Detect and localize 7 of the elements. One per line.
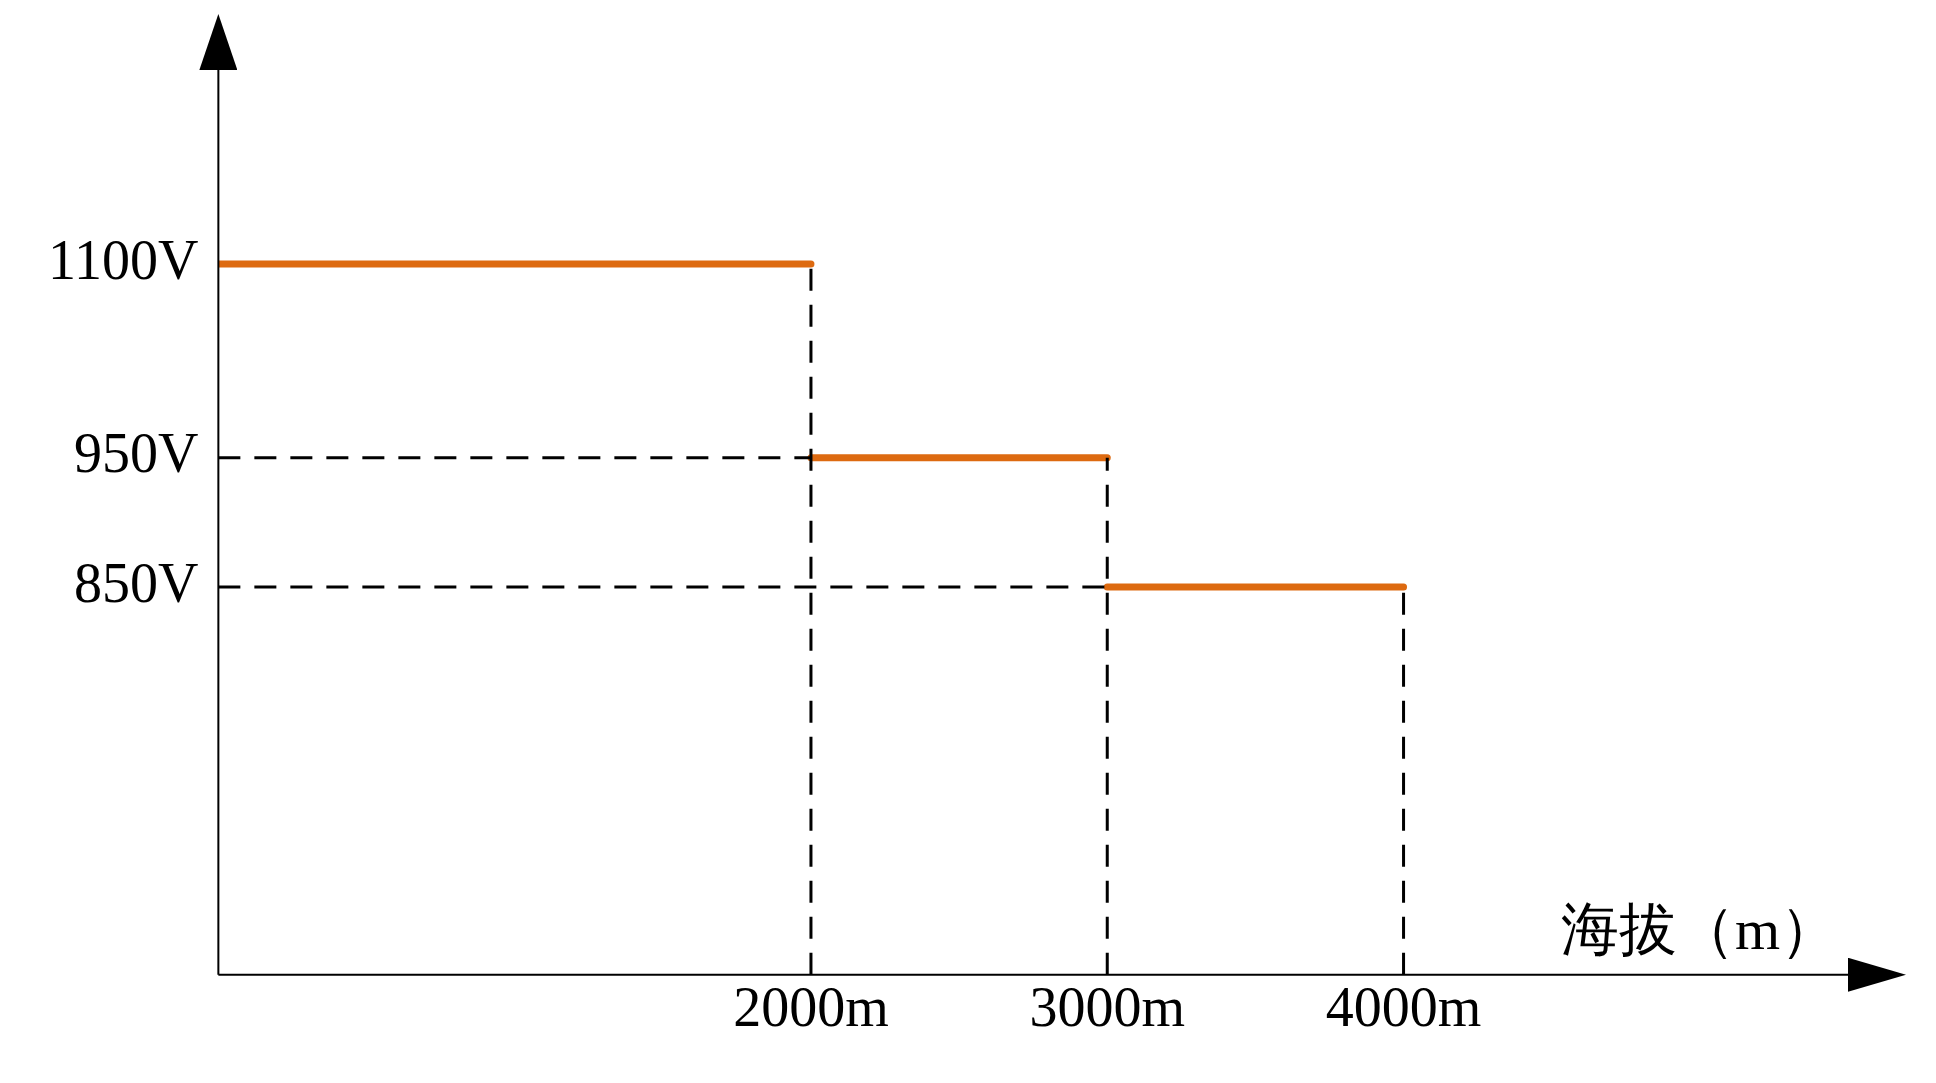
- y-tick-label: 850V: [73, 551, 199, 614]
- x-axis-title: 海拔（m）: [1560, 897, 1838, 963]
- y-tick-label: 1100V: [47, 228, 199, 291]
- x-tick-label: 3000m: [1029, 976, 1186, 1039]
- x-tick-label: 2000m: [733, 976, 889, 1039]
- x-tick-label: 4000m: [1325, 976, 1482, 1039]
- y-tick-label: 950V: [73, 422, 199, 485]
